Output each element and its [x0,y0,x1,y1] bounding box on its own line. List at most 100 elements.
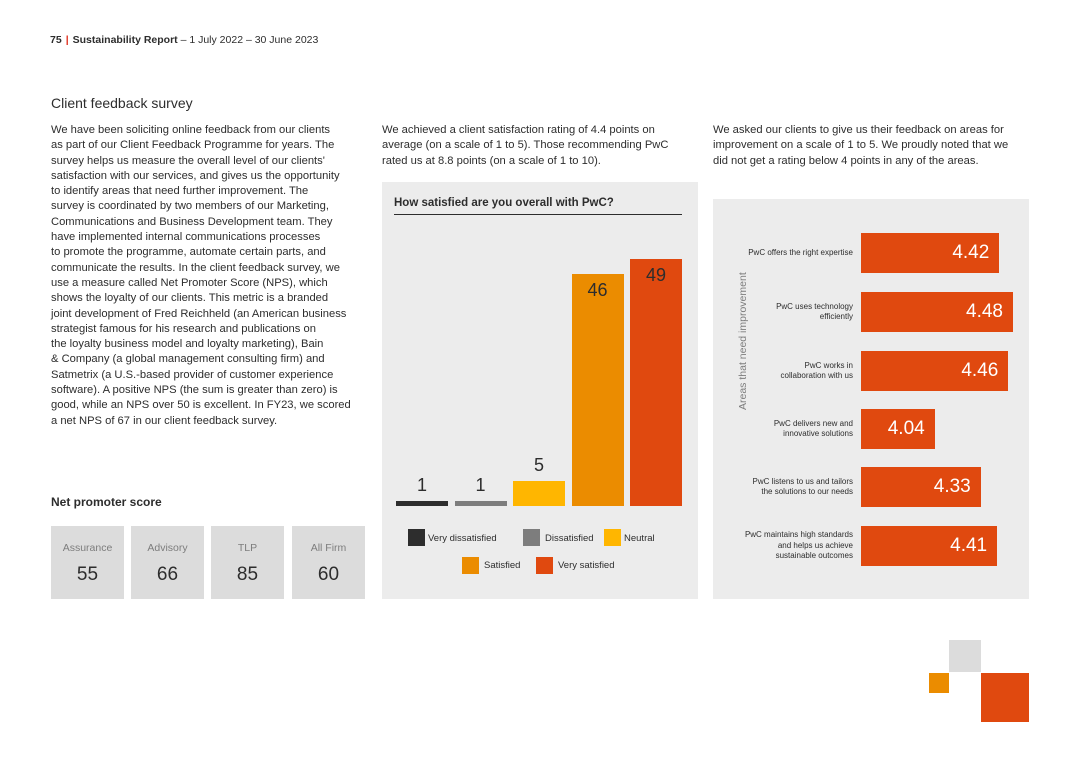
legend-swatch [604,529,621,546]
area-label-line: efficiently [819,312,853,321]
bar-very-dissatisfied [396,500,448,506]
legend-label: Satisfied [484,560,521,571]
nps-box-label: All Firm [310,542,347,554]
body-text-line: Communications and Business Development … [51,215,333,228]
body-text-line: rated us at 8.8 points (on a scale of 1 … [382,154,601,167]
body-text-line: as part of our Client Feedback Programme… [51,139,335,152]
nps-box-label: Advisory [147,542,188,554]
area-label-line: PwC listens to us and tailors [752,476,854,486]
body-text-line: software). A positive NPS (the sum is gr… [51,384,338,397]
area-label: PwC listens to us and tailors the solutio… [711,476,854,498]
nps-box-label: TLP [237,542,258,554]
improvement-bar-value: 4.46 [961,360,999,381]
decorative-square-orange [929,673,949,693]
bar-very-satisfied [630,259,682,506]
area-label-line: the solutions to our needs [761,487,853,496]
body-text-line: improvement on a scale of 1 to 5. We pro… [713,139,1009,152]
satisfaction-chart-title: How satisfied are you overall with PwC? [394,197,682,215]
body-text-line: communicate the results. In the client f… [51,261,340,274]
body-text-line: We have been soliciting online feedback … [51,124,331,136]
area-label: PwC delivers new and innovative solutions [711,419,853,440]
report-title: Sustainability Report [72,34,178,46]
page-header: 75 | Sustainability Report – 1 July 2022 –… [50,34,318,46]
area-label: PwC uses technology efficiently [711,302,853,323]
body-text-line: average (on a scale of 1 to 5). Those re… [382,139,669,152]
improvement-bar: 4.48 [861,292,1013,332]
body-text-line: did not get a rating below 4 points in a… [713,154,979,167]
legend-swatch [523,529,540,546]
body-text-line: Satmetrix (a U.S.-based provider of cust… [51,368,334,381]
bar-satisfied [571,274,624,506]
nps-box-value: 60 [317,564,340,585]
improvement-bar-value: 4.48 [966,301,1003,322]
area-label: PwC maintains high standards and helps us… [711,530,853,562]
body-text-column-2: We achieved a client satisfaction rating… [382,123,682,169]
area-label-line: innovative solutions [783,429,853,438]
body-text-line: joint development of Fred Reichheld (an … [51,307,347,320]
nps-title: Net promoter score [51,495,162,509]
nps-box-all-firm: All Firm 60 [292,526,365,599]
area-label-line: PwC maintains high standards [744,530,853,540]
page-number: 75 [50,34,62,46]
improvement-bar: 4.41 [861,526,998,566]
area-label-line: PwC offers the right expertise [748,247,853,257]
section-title: Client feedback survey [51,95,193,111]
body-text-line: strategist famous for his research and p… [51,322,316,335]
header-separator: | [65,34,69,46]
nps-box-label: Assurance [62,542,113,554]
area-label: PwC works in collaboration with us [711,361,853,382]
improvement-bar: 4.46 [861,351,1009,391]
body-text-line: & Company (a global management consultin… [51,353,325,366]
area-label-line: PwC works in [804,360,853,370]
improvement-bar: 4.04 [861,409,935,449]
legend-label: Dissatisfied [545,533,594,544]
area-label: PwC offers the right expertise [711,248,853,259]
body-text-line: satisfaction with our services, and give… [51,169,340,182]
bar-neutral [513,480,565,506]
improvement-bar: 4.42 [861,233,1000,273]
area-label-line: sustainable outcomes [775,551,853,561]
nps-box-tlp: TLP 85 [211,526,284,599]
report-date-range: – 1 July 2022 – 30 June 2023 [177,34,319,46]
improvement-axis-label: Areas that need improvement [737,272,749,410]
body-text-line: survey helps us measure the overall leve… [51,154,325,167]
body-text-line: use a measure called Net Promoter Score … [51,276,328,289]
improvement-bar-value: 4.41 [950,535,988,556]
improvement-bar-value: 4.33 [933,476,971,497]
bar-value-label: 1 [475,474,486,495]
body-text-column-1: We have been soliciting online feedback … [51,123,367,429]
body-text-line: good, while an NPS over 50 is excellent.… [51,399,351,412]
bar-value-label: 1 [416,474,427,495]
nps-box-assurance: Assurance 55 [51,526,124,599]
body-text-line: the loyalty business model and loyalty m… [51,338,324,351]
body-text-line: to promote the programme, automate certa… [51,246,326,259]
nps-box-value: 85 [236,564,259,585]
body-text-line: We achieved a client satisfaction rating… [382,124,655,136]
body-text-line: a net NPS of 67 in our client feedback s… [51,414,278,427]
legend-swatch [408,529,425,546]
improvement-bar-value: 4.42 [952,242,990,263]
nps-box-value: 55 [76,564,99,585]
area-label-line: and helps us achieve [777,540,853,550]
legend-label: Neutral [624,533,655,544]
decorative-square-grey [949,640,981,672]
legend-label: Very dissatisfied [428,533,497,544]
bar-value-label: 5 [533,454,544,475]
area-label-line: PwC delivers new and [773,418,853,428]
body-text-line: shows the loyalty of our clients. This m… [51,292,329,305]
body-text-column-3: We asked our clients to give us their fe… [713,123,1033,169]
area-label-line: PwC uses technology [776,301,853,311]
legend-label: Very satisfied [558,560,615,571]
nps-box-advisory: Advisory 66 [131,526,204,599]
body-text-line: We asked our clients to give us their fe… [713,124,1004,136]
decorative-square-red [981,673,1029,722]
legend-swatch [462,557,479,574]
improvement-bar: 4.33 [861,467,981,507]
body-text-line: survey is coordinated by two members of … [51,200,329,213]
bar-value-label: 49 [645,265,667,285]
body-text-line: have implemented internal communications… [51,231,321,244]
improvement-bar-value: 4.04 [887,418,925,439]
body-text-line: to identify areas that need further impr… [51,185,309,198]
bar-dissatisfied [454,500,507,506]
